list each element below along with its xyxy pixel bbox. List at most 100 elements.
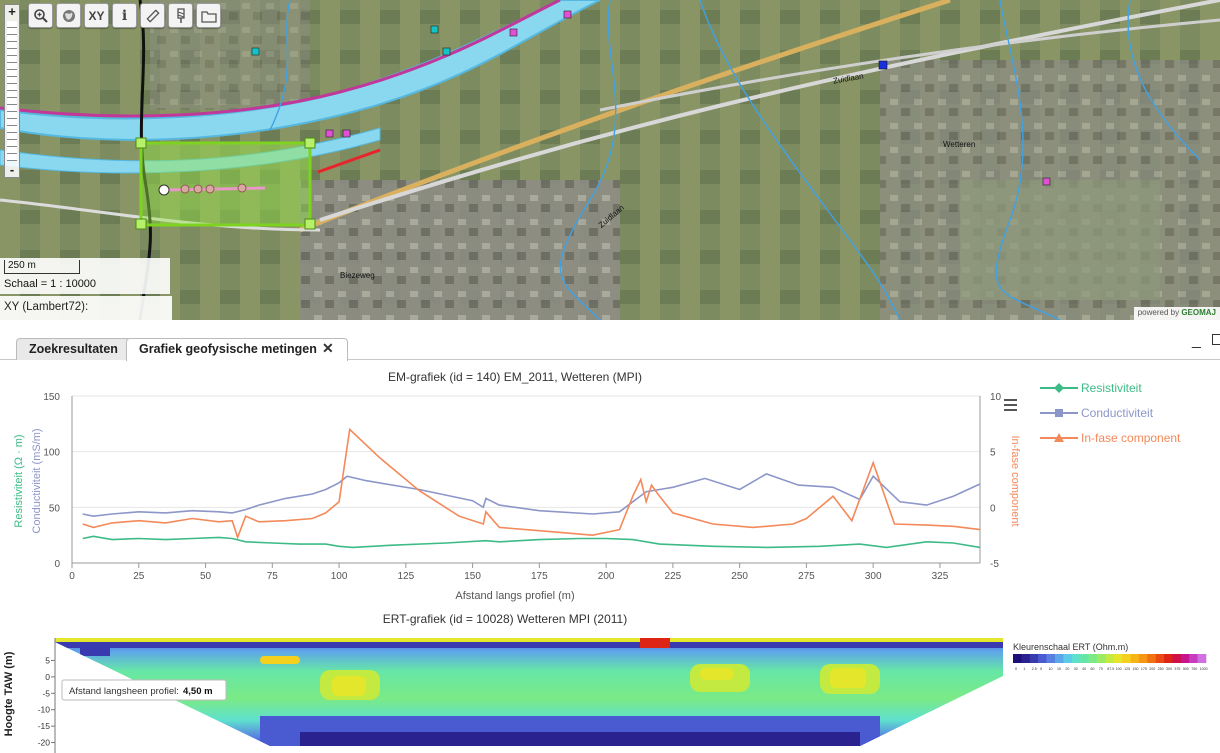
em-x-tick: 275 <box>798 571 815 582</box>
em-legend-item[interactable]: Resistiviteit <box>1040 381 1142 395</box>
em-y-tick-left: 50 <box>49 503 61 514</box>
em-x-axis-label: Afstand langs profiel (m) <box>455 590 574 602</box>
colorbar-tick: 0 <box>1015 667 1017 671</box>
em-legend-label: Conductiviteit <box>1081 406 1154 420</box>
minimize-icon[interactable]: _ <box>1192 332 1201 349</box>
colorbar-swatch <box>1029 654 1039 663</box>
powered-by-label: powered by <box>1137 308 1180 317</box>
colorbar-swatch <box>1013 654 1022 663</box>
ert-y-ticks: 50-5-10-15-20-25 <box>38 655 55 748</box>
colorbar-swatch <box>1038 654 1047 663</box>
colorbar-swatch <box>1172 654 1182 663</box>
colorbar-swatch <box>1021 654 1031 663</box>
em-y-tick-right: -5 <box>990 559 999 570</box>
colorbar-swatch <box>1130 654 1140 663</box>
colorbar-swatch <box>1197 654 1207 663</box>
colorbar-tick: 10 <box>1049 667 1053 671</box>
info-tool[interactable]: i <box>112 3 137 28</box>
em-chart-panel: EM-grafiek (id = 140) EM_2011, Wetteren … <box>0 361 1220 604</box>
ert-y-tick: -15 <box>38 721 51 731</box>
folder-tool[interactable] <box>196 3 221 28</box>
ert-y-axis-label: Hoogte TAW (m) <box>3 651 15 736</box>
xy-tool[interactable]: XY <box>84 3 109 28</box>
em-y-axis-label-conductiviteit: Conductiviteit (mS/m) <box>31 428 43 533</box>
zoom-slider[interactable]: + - <box>4 4 20 178</box>
coordinates-readout: XY (Lambert72): <box>0 296 172 320</box>
em-series-line-in-fase-component[interactable] <box>82 427 981 540</box>
drill-tool[interactable] <box>168 3 193 28</box>
em-legend-label: In-fase component <box>1081 431 1181 445</box>
tab-grafiek[interactable]: Grafiek geofysische metingen <box>126 338 348 361</box>
map-toolbar: XY i <box>24 0 225 32</box>
em-y-tick-right: 10 <box>990 392 1002 403</box>
measure-tool[interactable] <box>140 3 165 28</box>
diamond-marker-icon <box>1054 383 1064 393</box>
em-y-axis-label-infase: In-fase component <box>1009 435 1021 526</box>
colorbar-tick: 750 <box>1191 667 1197 671</box>
chart-menu-icon[interactable] <box>1004 399 1017 414</box>
colorbar-swatch <box>1180 654 1190 663</box>
zoom-in-tool[interactable] <box>28 3 53 28</box>
folder-icon <box>200 10 217 23</box>
powered-by: powered by GEOMAJ <box>1133 307 1220 320</box>
colorbar-tick: 375 <box>1174 667 1180 671</box>
em-x-tick: 50 <box>200 571 212 582</box>
ruler-icon <box>145 8 160 23</box>
colorbar-tick: 200 <box>1149 667 1155 671</box>
colorbar-tick: 2.5 <box>1032 667 1037 671</box>
colorbar-swatch <box>1071 654 1081 663</box>
em-x-tick: 225 <box>665 571 682 582</box>
zoom-out-button[interactable]: - <box>9 162 15 177</box>
drill-icon <box>176 7 185 23</box>
colorbar-swatch <box>1096 654 1106 663</box>
em-series-line-resistiviteit[interactable] <box>82 535 981 549</box>
aerial-map-image <box>0 0 1220 320</box>
colorbar-tick: 300 <box>1166 667 1172 671</box>
street-label: Biezeweg <box>340 271 375 280</box>
colorbar-tick: 150 <box>1132 667 1138 671</box>
close-icon[interactable]: ✕ <box>322 340 334 356</box>
globe-icon <box>62 9 75 22</box>
scale-bar: 250 m <box>4 260 80 274</box>
colorbar-tick: 250 <box>1158 667 1164 671</box>
colorbar-swatch <box>1122 654 1131 663</box>
zoom-levels[interactable] <box>7 21 17 161</box>
ert-y-tick: 5 <box>45 655 50 665</box>
colorbar-swatch <box>1105 654 1114 663</box>
powered-by-brand: GEOMAJ <box>1181 308 1216 317</box>
em-legend-label: Resistiviteit <box>1081 381 1142 395</box>
colorbar-tick: 30 <box>1074 667 1078 671</box>
tooltip-value: 4,50 m <box>183 686 213 697</box>
ert-chart-title: ERT-grafiek (id = 10028) Wetteren MPI (2… <box>383 612 627 626</box>
colorbar-tick: 1 <box>1023 667 1025 671</box>
colorbar-swatch <box>1113 654 1123 663</box>
em-y-tick-left: 100 <box>43 448 60 459</box>
em-x-tick: 0 <box>69 571 75 582</box>
em-chart-title: EM-grafiek (id = 140) EM_2011, Wetteren … <box>388 370 642 384</box>
zoom-in-button[interactable]: + <box>8 4 16 19</box>
magnifier-plus-icon <box>33 8 48 23</box>
map-view[interactable]: Zuidlaan Wetteren Biezeweg Zuidlaan + - … <box>0 0 1220 320</box>
em-series-line-conductiviteit[interactable] <box>82 473 981 518</box>
colorbar-swatch <box>1138 654 1148 663</box>
tab-zoekresultaten[interactable]: Zoekresultaten <box>16 338 131 360</box>
em-x-tick: 125 <box>397 571 414 582</box>
colorbar-tick: 70 <box>1099 667 1103 671</box>
colorbar-tick: 125 <box>1124 667 1130 671</box>
em-chart: EM-grafiek (id = 140) EM_2011, Wetteren … <box>13 370 1181 602</box>
maximize-icon[interactable] <box>1212 334 1220 345</box>
em-legend-item[interactable]: In-fase component <box>1040 431 1181 445</box>
em-y-tick-right: 0 <box>990 503 996 514</box>
colorbar-swatch <box>1063 654 1073 663</box>
globe-tool[interactable] <box>56 3 81 28</box>
xy-icon: XY <box>88 8 105 23</box>
em-legend-item[interactable]: Conductiviteit <box>1040 406 1154 420</box>
em-x-tick: 25 <box>133 571 145 582</box>
em-x-tick: 250 <box>731 571 748 582</box>
colorbar-tick: 40 <box>1082 667 1086 671</box>
colorbar-title: Kleurenschaal ERT (Ohm.m) <box>1013 642 1128 652</box>
distance-tooltip: Afstand langsheen profiel: 4,50 m <box>61 679 227 701</box>
em-x-tick: 175 <box>531 571 548 582</box>
em-y-axis-label-resistiviteit: Resistiviteit (Ω · m) <box>13 434 25 527</box>
